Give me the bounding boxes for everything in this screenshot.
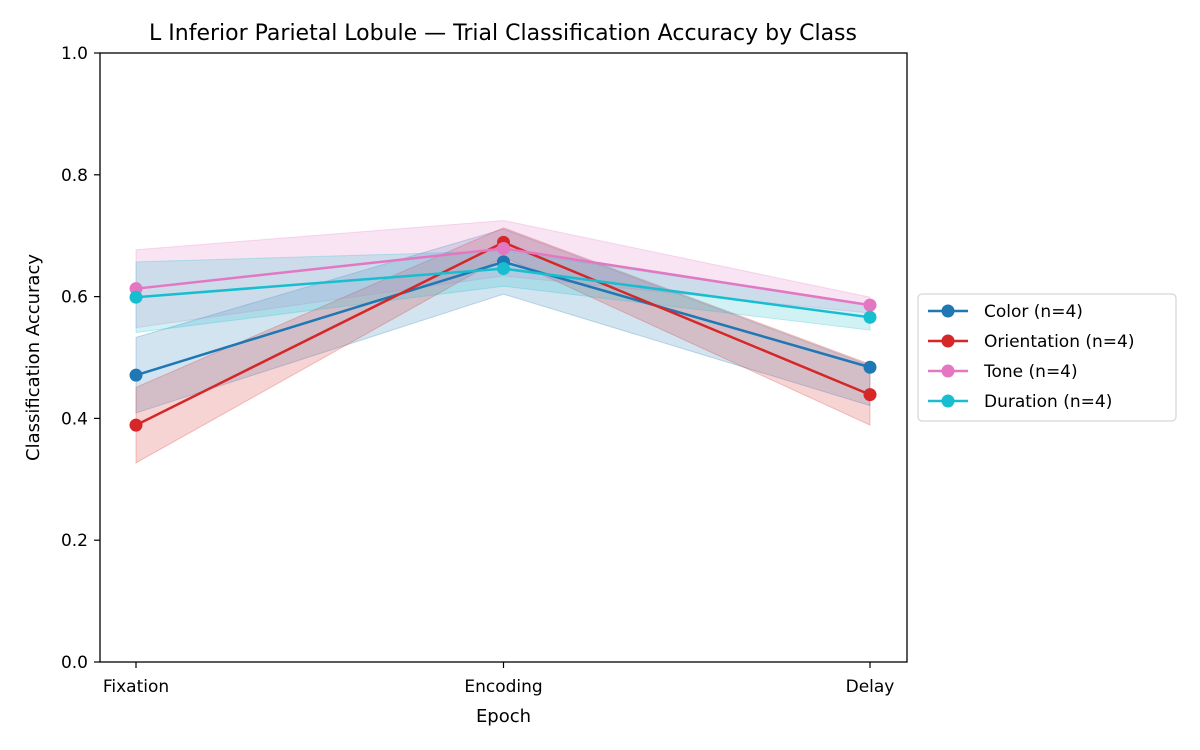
y-tick-label: 0.2 [61,531,88,551]
legend-frame [917,293,1177,422]
data-points [129,235,877,432]
legend-label-3: Duration (n=4) [984,392,1112,412]
legend-label-1: Orientation (n=4) [984,332,1134,352]
x-axis-ticks: Fixation Encoding Delay [103,662,895,697]
y-axis-ticks: 0.0 0.2 0.4 0.6 0.8 1.0 [61,44,100,673]
data-point-1-0 [129,418,143,432]
data-point-3-0 [129,290,143,304]
y-axis-label: Classification Accuracy [23,254,44,461]
data-point-2-1 [497,241,510,255]
legend-marker-1 [941,334,955,348]
data-point-3-1 [497,262,510,276]
y-tick-label: 0.8 [61,166,88,186]
chart-title: L Inferior Parietal Lobule — Trial Class… [149,21,857,46]
data-point-0-2 [863,360,877,374]
legend: Color (n=4) Orientation (n=4) Tone (n=4) Du… [917,293,1177,422]
legend-label-2: Tone (n=4) [983,362,1078,382]
legend-label-0: Color (n=4) [984,302,1083,322]
y-tick-label: 1.0 [61,44,88,64]
x-tick-label: Delay [846,677,895,697]
x-axis-label: Epoch [476,706,531,727]
y-tick-label: 0.0 [61,653,88,673]
legend-marker-2 [941,364,955,378]
data-point-3-2 [863,310,877,324]
data-point-1-2 [863,388,877,402]
y-tick-label: 0.4 [61,409,88,429]
y-tick-label: 0.6 [61,288,88,308]
x-tick-label: Encoding [464,677,542,697]
data-point-0-0 [129,368,143,382]
legend-marker-3 [941,394,955,408]
x-tick-label: Fixation [103,677,169,697]
legend-marker-0 [941,304,955,318]
error-band-1 [135,227,871,464]
data-point-2-2 [863,298,877,312]
